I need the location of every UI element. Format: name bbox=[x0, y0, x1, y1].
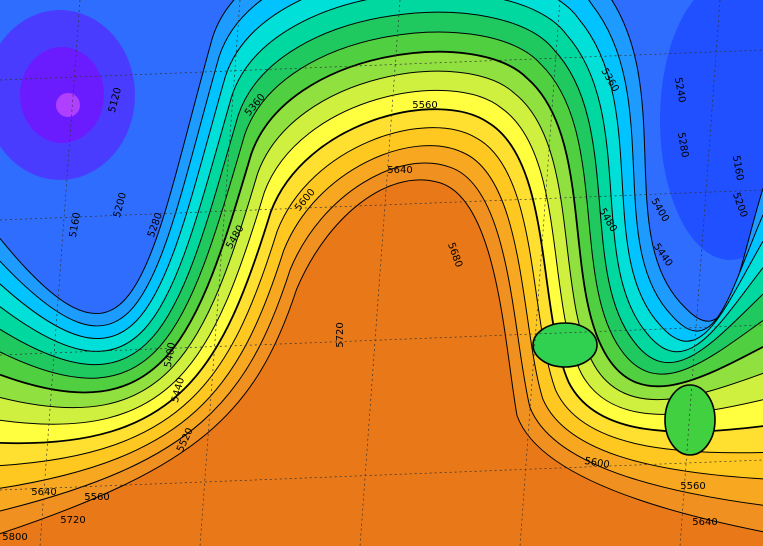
low-center bbox=[56, 93, 80, 117]
parallel bbox=[0, 459, 763, 491]
contour-label: 5160 bbox=[68, 212, 83, 239]
parallel bbox=[0, 324, 763, 356]
contour-line bbox=[0, 179, 763, 535]
contour-label: 5640 bbox=[31, 487, 56, 498]
contour-label: 5720 bbox=[335, 322, 346, 347]
meridian bbox=[39, 0, 81, 546]
contour-label: 5640 bbox=[692, 517, 717, 528]
contour-line bbox=[0, 162, 763, 512]
contour-label: 5560 bbox=[412, 100, 437, 111]
contour-line bbox=[0, 108, 763, 445]
contour-line bbox=[0, 70, 763, 409]
parallel bbox=[0, 189, 763, 221]
contour-line bbox=[0, 11, 763, 366]
contour-line bbox=[0, 0, 763, 322]
contour-label: 5560 bbox=[84, 492, 109, 503]
contour-line bbox=[0, 89, 763, 425]
cut-off-low bbox=[664, 384, 716, 456]
contour-label: 5400 bbox=[163, 342, 178, 369]
parallel bbox=[0, 49, 763, 81]
height-band bbox=[0, 179, 763, 546]
meridian bbox=[199, 0, 241, 546]
cut-off-low bbox=[532, 322, 598, 368]
meridian bbox=[359, 0, 401, 546]
right-low bbox=[660, 0, 763, 260]
contour-label: 5600 bbox=[583, 456, 610, 471]
contour-label: 5240 bbox=[672, 77, 687, 104]
contour-line bbox=[0, 0, 763, 353]
contour-line bbox=[0, 0, 763, 332]
meridian bbox=[519, 0, 561, 546]
contour-label: 5640 bbox=[387, 165, 412, 176]
contour-label: 5560 bbox=[680, 481, 705, 492]
contour-label: 5280 bbox=[675, 132, 690, 159]
contour-label: 5160 bbox=[730, 155, 745, 182]
meridian bbox=[679, 0, 721, 546]
contour-line bbox=[0, 127, 763, 467]
contour-label: 5800 bbox=[2, 532, 27, 543]
contour-line bbox=[0, 0, 763, 342]
contour-line bbox=[0, 145, 763, 489]
contour-line bbox=[0, 31, 763, 379]
contour-label: 5720 bbox=[60, 515, 85, 526]
